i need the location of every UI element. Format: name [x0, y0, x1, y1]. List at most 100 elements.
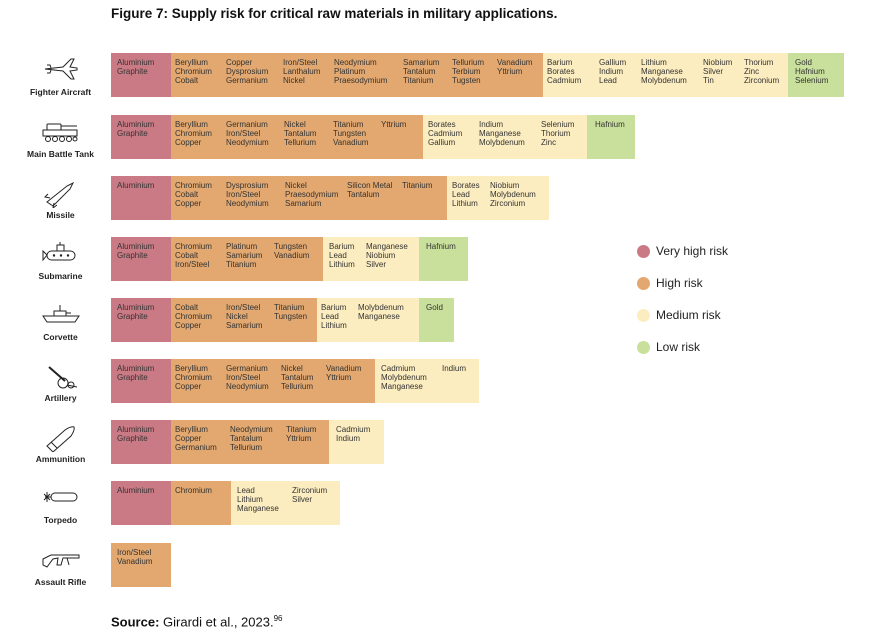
material-label: Graphite	[117, 373, 148, 382]
material-label: Manganese	[358, 312, 400, 321]
material-label: Aluminium	[117, 242, 155, 251]
material-label: Copper	[175, 321, 202, 330]
material-label: Manganese	[381, 382, 423, 391]
material-label: Selenium	[795, 76, 829, 85]
risk-segment-low-risk: Hafnium	[587, 115, 635, 159]
risk-segment-very-high-risk: Aluminium Graphite	[111, 115, 171, 159]
fighter-aircraft-icon	[44, 58, 77, 80]
legend-item-high: High risk	[637, 267, 728, 299]
torpedo-icon	[43, 492, 77, 502]
application-label: Fighter Aircraft	[12, 55, 109, 97]
risk-segment-high-risk: Beryllium Chromium Copper Germanium Iron/Ste…	[171, 359, 375, 403]
material-label: Dysprosium	[226, 181, 269, 190]
material-label: Borates	[428, 120, 456, 129]
material-label: Iron/Steel	[226, 190, 261, 199]
material-label: Zirconium	[744, 76, 780, 85]
material-label: Germanium	[226, 120, 268, 129]
material-label: Selenium	[541, 120, 575, 129]
material-label: Tantalum	[284, 129, 317, 138]
material-label: Iron/Steel	[117, 548, 152, 557]
material-label: Neodymium	[226, 199, 269, 208]
material-label: Beryllium	[175, 364, 208, 373]
risk-segment-very-high-risk: Aluminium	[111, 176, 171, 220]
risk-segment-high-risk: Chromium	[171, 481, 231, 525]
material-label: Nickel	[281, 364, 303, 373]
material-label: Dysprosium	[226, 67, 269, 76]
figure-title: Figure 7: Supply risk for critical raw m…	[111, 6, 558, 21]
risk-segment-high-risk: Iron/Steel Vanadium	[111, 543, 171, 587]
corvette-icon	[41, 305, 80, 323]
material-label: Vanadium	[326, 364, 362, 373]
material-label: Titanium	[333, 120, 364, 129]
material-label: Lanthalum	[283, 67, 321, 76]
submarine-icon	[42, 242, 75, 262]
material-label: Vanadium	[117, 557, 153, 566]
risk-segment-very-high-risk: Aluminium	[111, 481, 171, 525]
risk-segment-medium-risk: Borates Lead Lithium Niobium Molybdenum Zirco…	[447, 176, 549, 220]
material-label: Indium	[479, 120, 504, 129]
material-label: Niobium	[490, 181, 520, 190]
risk-segment-high-risk: Chromium Cobalt Iron/Steel Platinum Samarium…	[171, 237, 323, 281]
material-label: Iron/Steel	[283, 58, 318, 67]
risk-segment-high-risk: Beryllium Chromium Cobalt Copper Dysprosium G…	[171, 53, 543, 97]
material-label: Tungsten	[274, 312, 308, 321]
material-label: Hafnium	[426, 242, 456, 251]
material-label: Manganese	[366, 242, 408, 251]
risk-segment-high-risk: Chromium Cobalt Copper Dysprosium Iron/Steel…	[171, 176, 447, 220]
material-label: Neodymium	[334, 58, 377, 67]
material-label: Nickel	[284, 120, 306, 129]
material-label: Graphite	[117, 312, 148, 321]
material-label: Yttrium	[497, 67, 523, 76]
material-label: Lead	[329, 251, 347, 260]
material-label: Molybdenum	[381, 373, 427, 382]
material-label: Platinum	[334, 67, 366, 76]
risk-segment-medium-risk: Cadmium Indium	[329, 420, 384, 464]
application-name: Ammunition	[35, 454, 86, 464]
material-label: Neodymium	[230, 425, 273, 434]
material-label: Gold	[795, 58, 812, 67]
material-label: Vanadium	[274, 251, 310, 260]
material-label: Vanadium	[333, 138, 369, 147]
material-label: Borates	[452, 181, 480, 190]
application-label: Corvette	[12, 300, 109, 342]
material-label: Molybdenum	[641, 76, 687, 85]
material-label: Zirconium	[292, 486, 328, 495]
material-label: Borates	[547, 67, 575, 76]
material-label: Titanium	[286, 425, 317, 434]
material-label: Platinum	[226, 242, 258, 251]
material-label: Lead	[321, 312, 339, 321]
risk-segment-very-high-risk: Aluminium Graphite	[111, 53, 171, 97]
material-label: Graphite	[117, 129, 148, 138]
source-note: Source: Girardi et al., 2023.96	[111, 614, 283, 629]
material-label: Hafnium	[795, 67, 825, 76]
material-label: Iron/Steel	[226, 129, 261, 138]
material-label: Praesodymium	[334, 76, 388, 85]
material-label: Molybdenum	[479, 138, 525, 147]
material-label: Germanium	[226, 364, 268, 373]
material-label: Tungsten	[274, 242, 308, 251]
material-label: Neodymium	[226, 138, 269, 147]
material-label: Beryllium	[175, 58, 208, 67]
material-label: Niobium	[703, 58, 733, 67]
material-label: Copper	[175, 434, 202, 443]
material-label: Chromium	[175, 242, 212, 251]
legend-item-very-high: Very high risk	[637, 235, 728, 267]
risk-segment-medium-risk: Barium Lead Lithium Manganese Niobium Silver	[323, 237, 419, 281]
application-label: Missile	[12, 178, 109, 220]
material-label: Chromium	[175, 486, 212, 495]
risk-segment-medium-risk: Barium Borates Cadmium Gallium Indium Lead Lit…	[543, 53, 788, 97]
application-name: Artillery	[44, 393, 77, 403]
material-label: Manganese	[641, 67, 683, 76]
application-label: Torpedo	[12, 483, 109, 525]
material-label: Manganese	[237, 504, 279, 513]
material-label: Manganese	[479, 129, 521, 138]
material-label: Titanium	[226, 260, 257, 269]
missile-icon	[43, 181, 74, 208]
risk-segment-medium-risk: Borates Cadmium Gallium Indium Manganese Moly…	[423, 115, 587, 159]
material-label: Aluminium	[117, 120, 155, 129]
risk-segment-high-risk: Beryllium Chromium Copper Germanium Iron/Ste…	[171, 115, 423, 159]
material-label: Lithium	[237, 495, 263, 504]
legend-swatch	[637, 244, 650, 258]
material-label: Silver	[366, 260, 387, 269]
risk-segment-high-risk: Cobalt Chromium Copper Iron/Steel Nickel Sama…	[171, 298, 317, 342]
